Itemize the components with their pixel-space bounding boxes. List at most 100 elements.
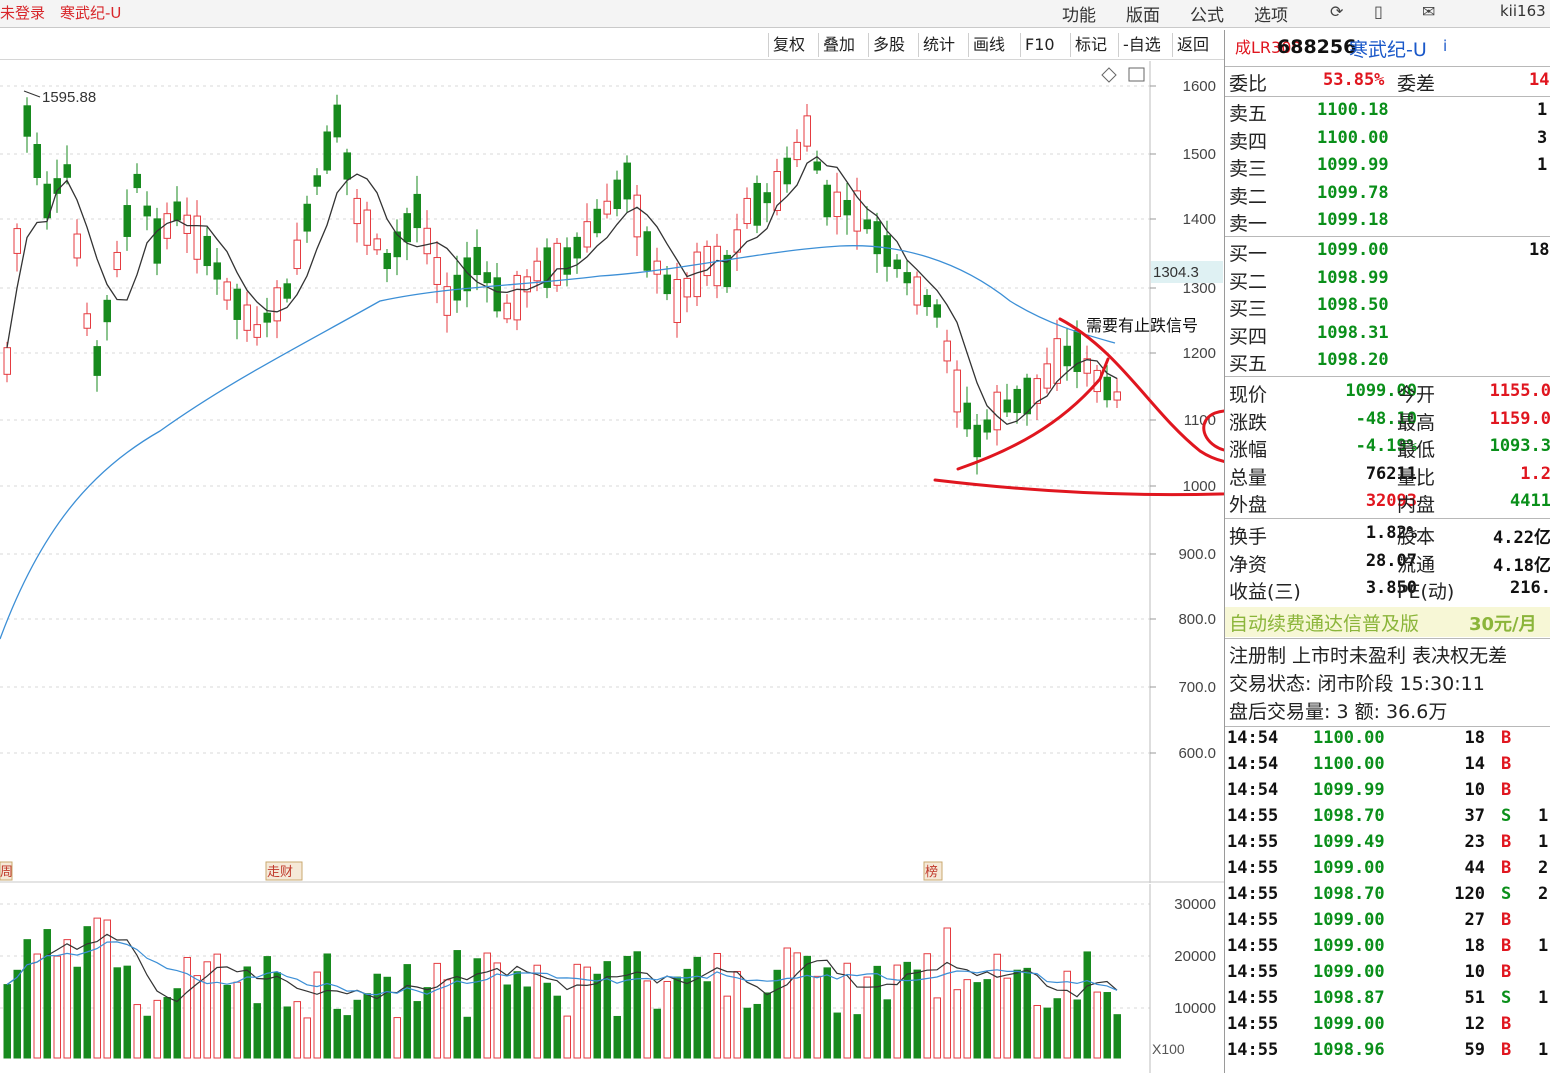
annotation-text: 需要有止跌信号 bbox=[1086, 316, 1198, 335]
volume-bar bbox=[573, 963, 581, 1059]
price-axis-label: 1000 bbox=[1183, 478, 1216, 495]
tick-price: 1099.99 bbox=[1313, 780, 1385, 800]
volume-bar bbox=[263, 956, 271, 1059]
volume-bar bbox=[553, 995, 561, 1059]
volume-bar bbox=[413, 1001, 421, 1059]
volume-bar bbox=[823, 967, 831, 1059]
stat-row: 涨幅 -4.19% 最低 1093.3 bbox=[1225, 434, 1550, 462]
volume-bar bbox=[323, 953, 331, 1059]
candle bbox=[153, 207, 161, 276]
panel-toggle-icon[interactable] bbox=[1128, 67, 1145, 82]
candle bbox=[423, 210, 431, 265]
buy-level-price[interactable]: 1098.50 bbox=[1317, 295, 1389, 316]
price-axis-label: 900.0 bbox=[1178, 546, 1216, 563]
marker-week[interactable]: 周 bbox=[0, 865, 13, 880]
trade-status: 交易状态: 闭市阶段 15:30:11 bbox=[1229, 673, 1485, 695]
fundamental-label: 流通 bbox=[1397, 553, 1436, 576]
promo-banner[interactable]: 自动续费通达信普及版 30元/月 bbox=[1225, 607, 1550, 637]
volume-bar bbox=[703, 981, 711, 1059]
volume-bar bbox=[353, 999, 361, 1059]
promo-price[interactable]: 30元/月 bbox=[1469, 614, 1537, 635]
f10-button[interactable]: F10 bbox=[1020, 33, 1059, 57]
stat-value: 4411 bbox=[1510, 491, 1550, 512]
remove-watchlist-button[interactable]: -自选 bbox=[1118, 33, 1165, 57]
volume-bar bbox=[273, 972, 281, 1059]
price-axis-label: 600.0 bbox=[1178, 745, 1216, 762]
current-price-tag-bg bbox=[1151, 261, 1223, 283]
candle bbox=[613, 170, 621, 217]
mark-button[interactable]: 标记 bbox=[1070, 33, 1111, 57]
volume-bar bbox=[693, 956, 701, 1059]
mail-icon[interactable]: ✉ bbox=[1422, 2, 1436, 21]
stock-name[interactable]: 寒武纪-U bbox=[1349, 39, 1427, 61]
weibi-value: 53.85% bbox=[1323, 70, 1385, 90]
tick-row: 14:55 1099.00 10 B bbox=[1225, 962, 1550, 988]
marker-ranking[interactable]: 榜 bbox=[925, 864, 938, 880]
volume-bar bbox=[103, 919, 111, 1059]
buy-level-price[interactable]: 1098.99 bbox=[1317, 267, 1389, 288]
tick-side: B bbox=[1501, 1040, 1512, 1060]
candle bbox=[903, 260, 911, 296]
candle bbox=[333, 94, 341, 143]
sell-level-price[interactable]: 1100.18 bbox=[1317, 100, 1389, 120]
menu-options[interactable]: 选项 bbox=[1254, 6, 1288, 26]
chart-corner-icons[interactable] bbox=[1101, 67, 1145, 83]
phone-icon[interactable]: ▯ bbox=[1374, 2, 1383, 21]
volume-bar bbox=[443, 979, 451, 1059]
info-icon[interactable]: i bbox=[1443, 37, 1448, 55]
tick-row: 14:54 1099.99 10 B bbox=[1225, 780, 1550, 806]
volume-bar bbox=[133, 1004, 141, 1059]
sell-level-label: 卖五 bbox=[1229, 103, 1268, 125]
buy-level-label: 买四 bbox=[1229, 325, 1268, 348]
volume-bar bbox=[473, 958, 481, 1059]
login-status[interactable]: 未登录 bbox=[0, 4, 46, 22]
adjust-button[interactable]: 复权 bbox=[768, 33, 809, 57]
volume-bar bbox=[1093, 991, 1101, 1059]
overlay-button[interactable]: 叠加 bbox=[818, 33, 859, 57]
volume-bar bbox=[1053, 998, 1061, 1059]
stat-row: 总量 76211 量比 1.2 bbox=[1225, 462, 1550, 490]
sell-level-4: 卖四 1100.00 3 bbox=[1225, 126, 1550, 154]
draw-line-button[interactable]: 画线 bbox=[968, 33, 1009, 57]
buy-level-price[interactable]: 1099.00 bbox=[1317, 240, 1389, 260]
current-price-tag: 1304.3 bbox=[1153, 264, 1199, 281]
volume-bar bbox=[513, 971, 521, 1059]
menu-layout[interactable]: 版面 bbox=[1126, 6, 1160, 26]
candle bbox=[483, 261, 491, 303]
promo-text[interactable]: 自动续费通达信普及版 bbox=[1229, 613, 1420, 635]
weibi-row: 委比 53.85% 委差 14 bbox=[1225, 68, 1550, 96]
volume-bar bbox=[713, 952, 721, 1059]
refresh-icon[interactable]: ⟳ bbox=[1330, 2, 1344, 21]
candlestick-chart[interactable]: 1600150014001300120011001000900.0800.070… bbox=[0, 61, 1224, 883]
marker-finance[interactable]: 走财 bbox=[267, 865, 293, 880]
user-id[interactable]: kii163 bbox=[1500, 2, 1546, 20]
candle bbox=[343, 148, 351, 196]
multi-stock-button[interactable]: 多股 bbox=[868, 33, 909, 57]
back-button[interactable]: 返回 bbox=[1172, 33, 1213, 57]
candle bbox=[833, 172, 841, 235]
chart-toolbar: 复权 叠加 多股 统计 画线 F10 标记 -自选 返回 bbox=[0, 30, 1224, 60]
stat-value: 1093.3 bbox=[1489, 436, 1550, 457]
volume-chart[interactable]: 30000 20000 10000 X100 bbox=[0, 884, 1224, 1073]
volume-bar bbox=[943, 927, 951, 1059]
menu-function[interactable]: 功能 bbox=[1062, 6, 1096, 26]
diamond-icon[interactable] bbox=[1101, 67, 1117, 83]
volume-bar bbox=[163, 997, 171, 1059]
sell-level-price[interactable]: 1099.99 bbox=[1317, 155, 1389, 176]
sell-level-price[interactable]: 1099.78 bbox=[1317, 182, 1389, 203]
annotation-trendline bbox=[956, 357, 1110, 471]
tick-count: 2 bbox=[1538, 858, 1549, 878]
menu-formula[interactable]: 公式 bbox=[1190, 6, 1224, 26]
candle bbox=[743, 187, 751, 229]
sell-level-price[interactable]: 1100.00 bbox=[1317, 127, 1389, 148]
sell-level-price[interactable]: 1099.18 bbox=[1317, 210, 1389, 231]
candle bbox=[843, 183, 851, 235]
fundamental-value: 216. bbox=[1510, 578, 1550, 599]
candle bbox=[213, 247, 221, 295]
candles-group bbox=[3, 94, 1121, 475]
buy-level-price[interactable]: 1098.31 bbox=[1317, 322, 1389, 343]
statistics-button[interactable]: 统计 bbox=[918, 33, 959, 57]
volume-bar bbox=[83, 926, 91, 1059]
tick-time: 14:55 bbox=[1227, 858, 1279, 878]
buy-level-price[interactable]: 1098.20 bbox=[1317, 350, 1389, 371]
